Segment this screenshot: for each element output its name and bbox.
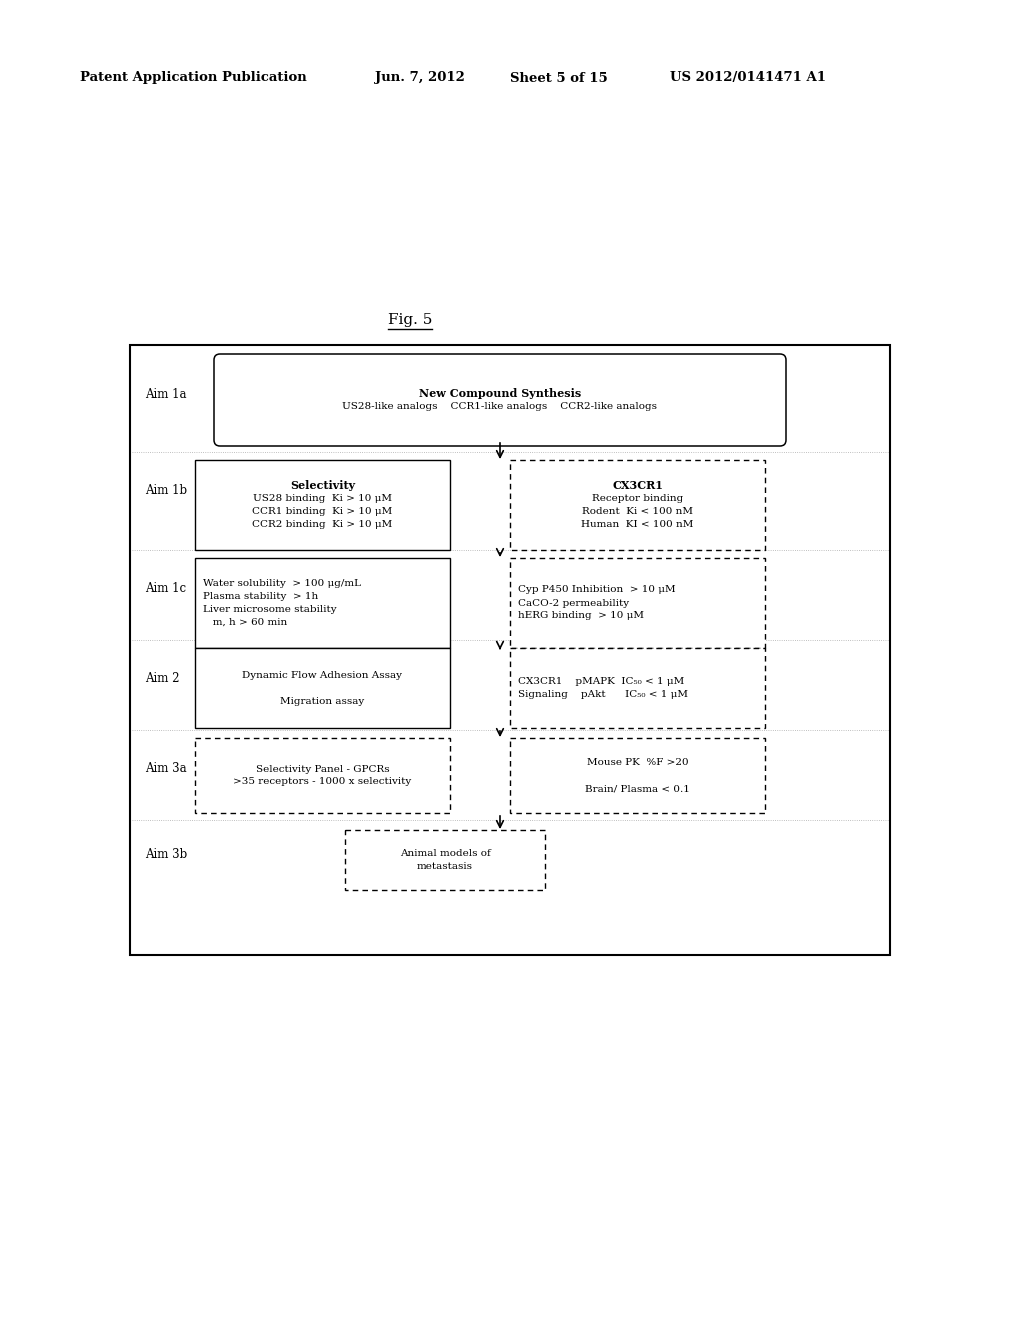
Text: US28-like analogs    CCR1-like analogs    CCR2-like analogs: US28-like analogs CCR1-like analogs CCR2… (342, 403, 657, 411)
Text: Rodent  Ki < 100 nM: Rodent Ki < 100 nM (582, 507, 693, 516)
Text: >35 receptors - 1000 x selectivity: >35 receptors - 1000 x selectivity (233, 777, 412, 787)
Text: Aim 3a: Aim 3a (145, 762, 186, 775)
Text: Aim 1b: Aim 1b (145, 483, 187, 496)
Text: Patent Application Publication: Patent Application Publication (80, 71, 307, 84)
Text: CX3CR1: CX3CR1 (612, 480, 663, 491)
Text: CCR2 binding  Ki > 10 μM: CCR2 binding Ki > 10 μM (252, 520, 392, 529)
Text: Jun. 7, 2012: Jun. 7, 2012 (375, 71, 465, 84)
Text: Signaling    pAkt      IC₅₀ < 1 μM: Signaling pAkt IC₅₀ < 1 μM (518, 690, 688, 700)
Text: Receptor binding: Receptor binding (592, 494, 683, 503)
Bar (130, 345, 890, 954)
Text: Plasma stability  > 1h: Plasma stability > 1h (203, 591, 318, 601)
Text: Water solubility  > 100 μg/mL: Water solubility > 100 μg/mL (203, 579, 361, 587)
Text: Liver microsome stability: Liver microsome stability (203, 605, 337, 614)
Bar (195, 459, 450, 550)
Bar (510, 459, 765, 550)
Text: Sheet 5 of 15: Sheet 5 of 15 (510, 71, 608, 84)
Text: Brain/ Plasma < 0.1: Brain/ Plasma < 0.1 (585, 784, 690, 793)
Text: Human  KI < 100 nM: Human KI < 100 nM (582, 520, 693, 529)
Text: Aim 1c: Aim 1c (145, 582, 186, 594)
Text: Aim 1a: Aim 1a (145, 388, 186, 401)
Text: Dynamic Flow Adhesion Assay: Dynamic Flow Adhesion Assay (243, 671, 402, 680)
Bar (195, 558, 450, 648)
Bar (345, 830, 545, 890)
FancyBboxPatch shape (214, 354, 786, 446)
Text: CaCO-2 permeability: CaCO-2 permeability (518, 598, 629, 607)
Bar (510, 558, 765, 648)
Text: Animal models of: Animal models of (399, 849, 490, 858)
Bar (195, 648, 450, 729)
Text: Aim 2: Aim 2 (145, 672, 179, 685)
Text: CCR1 binding  Ki > 10 μM: CCR1 binding Ki > 10 μM (252, 507, 392, 516)
Text: US 2012/0141471 A1: US 2012/0141471 A1 (670, 71, 826, 84)
Bar (510, 738, 765, 813)
Text: Selectivity Panel - GPCRs: Selectivity Panel - GPCRs (256, 764, 389, 774)
Text: Aim 3b: Aim 3b (145, 849, 187, 862)
Text: Migration assay: Migration assay (281, 697, 365, 705)
Text: Cyp P450 Inhibition  > 10 μM: Cyp P450 Inhibition > 10 μM (518, 586, 676, 594)
Bar (510, 648, 765, 729)
Text: hERG binding  > 10 μM: hERG binding > 10 μM (518, 611, 644, 620)
Text: metastasis: metastasis (417, 862, 473, 871)
Text: Selectivity: Selectivity (290, 480, 355, 491)
Text: Fig. 5: Fig. 5 (388, 313, 432, 327)
Text: New Compound Synthesis: New Compound Synthesis (419, 388, 582, 399)
Text: US28 binding  Ki > 10 μM: US28 binding Ki > 10 μM (253, 494, 392, 503)
Bar (195, 738, 450, 813)
Text: Mouse PK  %F >20: Mouse PK %F >20 (587, 758, 688, 767)
Text: CX3CR1    pMAPK  IC₅₀ < 1 μM: CX3CR1 pMAPK IC₅₀ < 1 μM (518, 677, 684, 686)
Text: m, h > 60 min: m, h > 60 min (203, 618, 288, 627)
